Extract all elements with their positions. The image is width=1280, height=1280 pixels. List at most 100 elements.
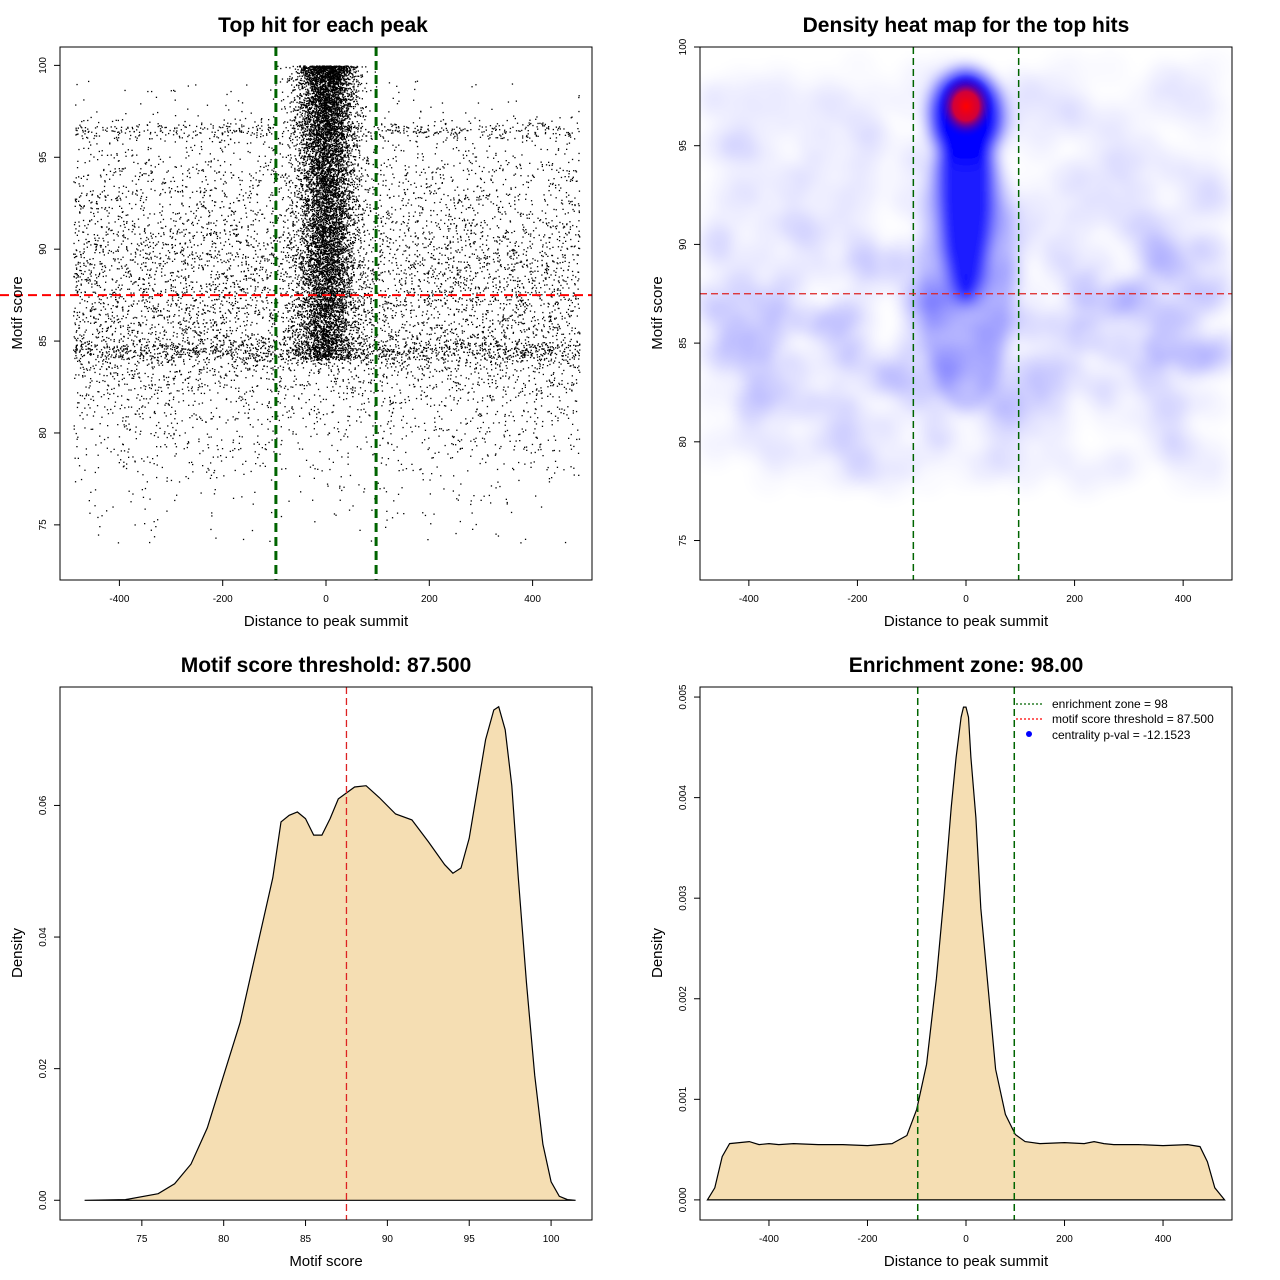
scatter-point <box>438 404 441 406</box>
scatter-point <box>187 337 189 339</box>
scatter-point <box>144 228 146 230</box>
scatter-point <box>356 198 358 200</box>
scatter-point <box>478 199 480 201</box>
scatter-point <box>517 354 519 356</box>
scatter-point <box>551 352 553 354</box>
scatter-point <box>551 323 553 325</box>
scatter-point <box>124 167 126 169</box>
scatter-point <box>233 371 236 373</box>
scatter-point <box>76 438 78 440</box>
scatter-point <box>199 386 201 388</box>
scatter-point <box>514 200 516 202</box>
scatter-point <box>179 191 182 193</box>
scatter-point <box>309 265 311 267</box>
scatter-point <box>382 225 384 227</box>
scatter-point <box>458 217 461 219</box>
scatter-point <box>418 306 420 308</box>
scatter-point <box>154 283 156 285</box>
scatter-point <box>382 216 384 218</box>
scatter-point <box>380 164 382 166</box>
scatter-point <box>479 292 481 294</box>
scatter-point <box>482 337 484 339</box>
scatter-point <box>214 359 216 361</box>
scatter-point <box>283 344 285 346</box>
scatter-point <box>174 410 176 412</box>
scatter-point <box>319 368 322 370</box>
scatter-point <box>455 343 457 345</box>
scatter-point <box>182 319 185 321</box>
scatter-point <box>121 267 123 269</box>
scatter-point <box>142 283 144 285</box>
scatter-point <box>288 232 290 234</box>
scatter-point <box>204 161 207 163</box>
scatter-point <box>544 133 547 135</box>
scatter-point <box>505 337 507 339</box>
scatter-point <box>191 343 194 345</box>
scatter-point <box>504 232 506 234</box>
scatter-point <box>504 350 506 352</box>
scatter-point <box>131 155 133 157</box>
scatter-point <box>423 422 426 424</box>
scatter-point <box>192 286 194 289</box>
scatter-point <box>517 285 519 288</box>
scatter-point <box>555 140 557 142</box>
scatter-point <box>103 190 105 192</box>
scatter-point <box>136 129 138 131</box>
scatter-point <box>429 348 432 350</box>
scatter-point <box>174 166 176 168</box>
scatter-point <box>317 370 319 372</box>
scatter-point <box>217 329 219 331</box>
scatter-point <box>573 292 575 294</box>
scatter-point <box>532 271 534 273</box>
scatter-point <box>76 311 78 314</box>
scatter-point <box>179 327 181 329</box>
scatter-point <box>475 342 477 344</box>
scatter-point <box>389 273 391 275</box>
scatter-point <box>565 346 567 349</box>
scatter-point <box>125 113 127 115</box>
scatter-point <box>224 161 226 163</box>
scatter-point <box>540 387 542 389</box>
scatter-point <box>246 316 248 318</box>
scatter-point <box>270 173 272 176</box>
scatter-point <box>508 355 510 357</box>
scatter-point <box>134 388 136 390</box>
scatter-point <box>437 317 439 319</box>
scatter-point <box>414 236 416 238</box>
scatter-point <box>272 254 275 257</box>
scatter-point <box>117 131 119 133</box>
scatter-point <box>81 338 84 340</box>
scatter-point <box>93 267 95 269</box>
scatter-point <box>148 282 150 284</box>
scatter-point <box>304 260 307 263</box>
scatter-point <box>163 330 165 333</box>
scatter-point <box>569 201 572 203</box>
scatter-point <box>392 242 395 244</box>
scatter-point <box>263 166 265 168</box>
scatter-point <box>576 350 578 352</box>
scatter-point <box>138 362 140 364</box>
scatter-point <box>485 461 487 464</box>
scatter-point <box>546 265 548 267</box>
scatter-point <box>102 271 104 273</box>
scatter-point <box>491 133 493 135</box>
scatter-point <box>147 269 149 271</box>
scatter-point <box>245 358 248 360</box>
scatter-point <box>281 174 283 176</box>
scatter-point <box>346 274 348 276</box>
scatter-point <box>528 281 530 283</box>
scatter-point <box>173 251 176 253</box>
scatter-point <box>358 484 360 486</box>
scatter-point <box>152 346 154 348</box>
scatter-point <box>557 420 559 422</box>
scatter-point <box>340 439 342 441</box>
scatter-point <box>362 297 364 299</box>
scatter-point <box>415 358 417 361</box>
scatter-point <box>375 86 378 88</box>
scatter-point <box>465 150 467 152</box>
scatter-point <box>396 351 399 353</box>
scatter-point <box>556 225 558 227</box>
scatter-point <box>219 147 222 149</box>
scatter-point <box>127 267 129 269</box>
scatter-point <box>354 368 356 370</box>
